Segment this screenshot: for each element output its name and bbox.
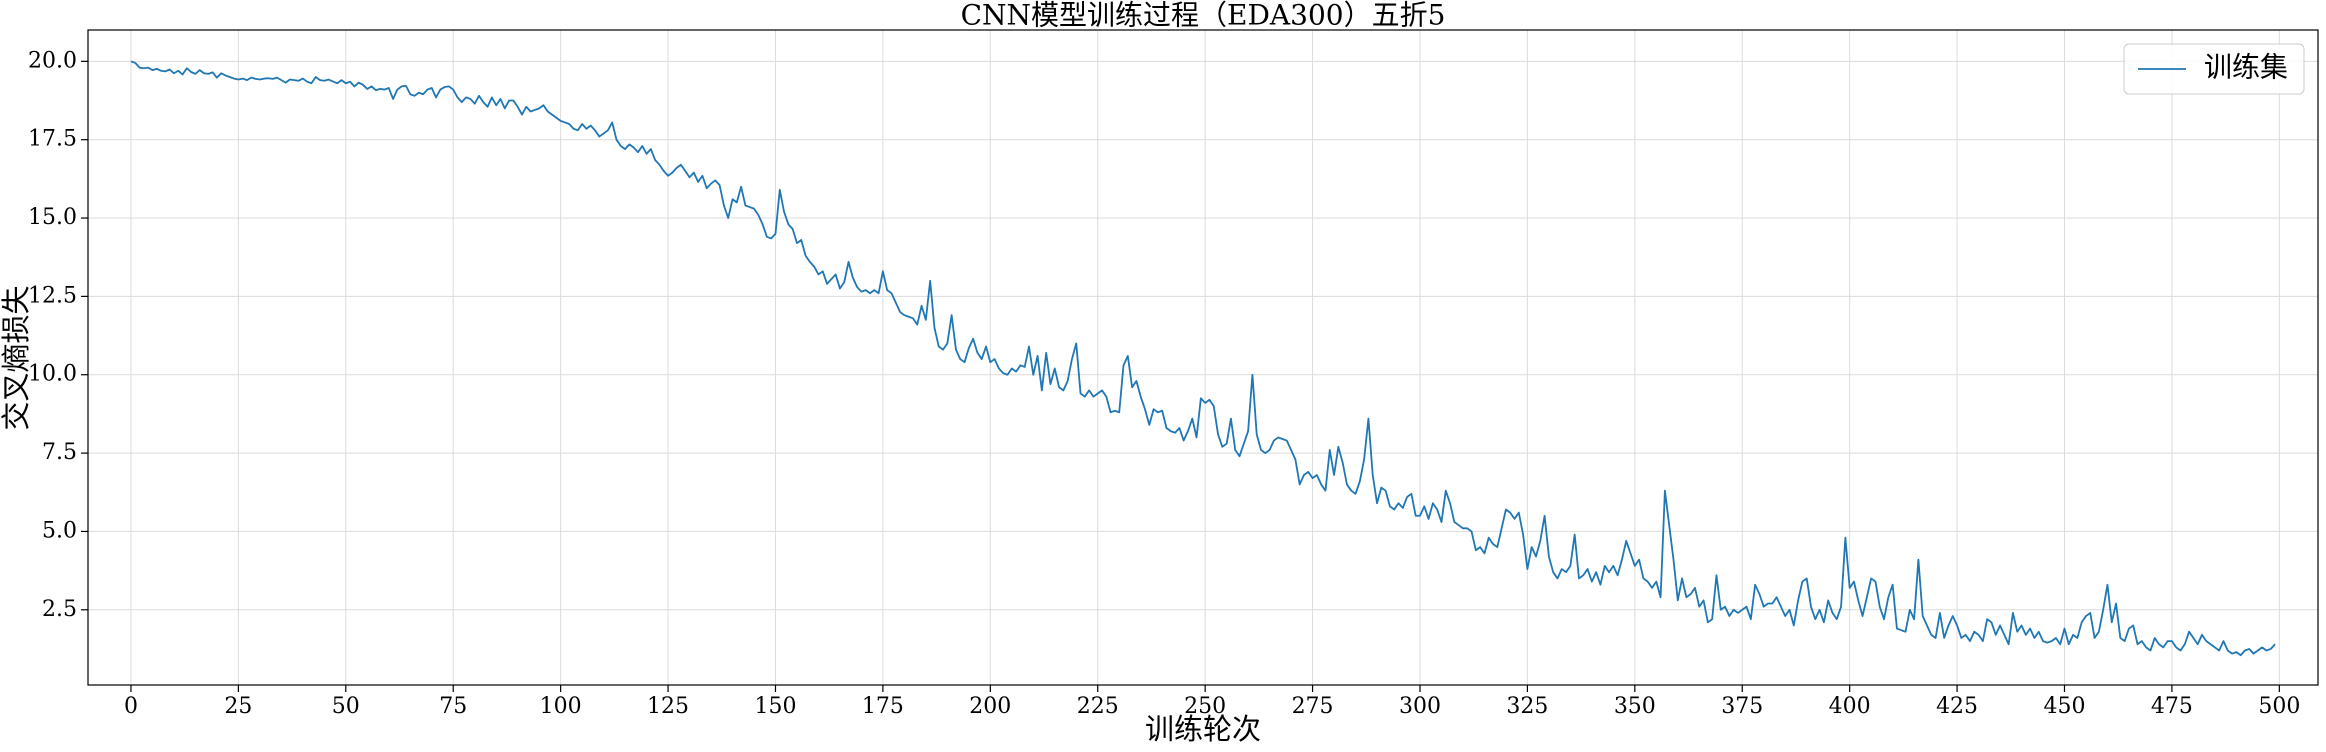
x-tick-label: 300 <box>1399 694 1441 719</box>
plot-frame <box>87 29 2319 686</box>
y-tick-label: 2.5 <box>42 597 77 622</box>
x-tick-label: 475 <box>2151 694 2193 719</box>
x-tick-label: 175 <box>862 694 904 719</box>
y-tick-label: 20.0 <box>28 48 77 73</box>
y-tick-label: 5.0 <box>42 518 77 543</box>
grid <box>88 30 2318 685</box>
x-tick-label: 125 <box>647 694 689 719</box>
x-tick-label: 275 <box>1292 694 1334 719</box>
x-tick-label: 250 <box>1184 694 1226 719</box>
y-tick-label: 17.5 <box>28 127 77 152</box>
x-tick-label: 0 <box>124 694 138 719</box>
axes: 0 25 50 75 100 125 150 175 200 225 250 275 300 325 350… <box>28 48 2300 719</box>
x-tick-label: 75 <box>439 694 467 719</box>
x-tick-label: 25 <box>224 694 252 719</box>
x-tick-label: 425 <box>1936 694 1978 719</box>
x-tick-label: 225 <box>1077 694 1119 719</box>
x-tick-label: 375 <box>1721 694 1763 719</box>
y-tick-label: 15.0 <box>28 205 77 230</box>
x-tick-label: 450 <box>2043 694 2085 719</box>
x-tick-label: 150 <box>754 694 796 719</box>
x-tick-label: 500 <box>2258 694 2300 719</box>
x-tick-label: 100 <box>540 694 582 719</box>
x-tick-label: 50 <box>332 694 360 719</box>
x-axis-label: 训练轮次 <box>1145 712 1261 746</box>
x-tick-label: 350 <box>1614 694 1656 719</box>
chart-title: CNN模型训练过程（EDA300）五折5 <box>961 0 1446 32</box>
y-tick-label: 10.0 <box>28 362 77 387</box>
x-tick-label: 200 <box>969 694 1011 719</box>
x-tick-label: 325 <box>1506 694 1548 719</box>
data-line <box>130 60 2276 657</box>
plot <box>130 60 2276 657</box>
y-tick-label: 7.5 <box>42 440 77 465</box>
y-axis-label: 交叉熵损失 <box>0 285 33 430</box>
legend-box <box>2123 43 2305 95</box>
legend: 训练集 <box>2123 43 2305 95</box>
y-tick-label: 12.5 <box>28 283 77 308</box>
legend-label: 训练集 <box>2204 51 2288 84</box>
x-tick-label: 400 <box>1829 694 1871 719</box>
